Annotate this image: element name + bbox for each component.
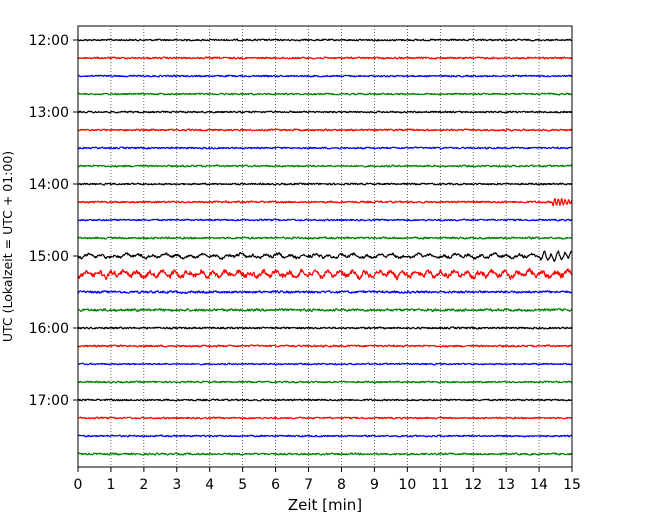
- trace-1430: [77, 218, 573, 222]
- x-tick-label: 13: [497, 477, 515, 493]
- trace-1615: [77, 344, 573, 348]
- trace-1345: [77, 164, 573, 168]
- y-tick-label: 17:00: [29, 393, 69, 409]
- y-tick-label: 14:00: [29, 177, 69, 193]
- trace-1515: [77, 267, 573, 281]
- y-tick-label: 16:00: [29, 321, 69, 337]
- trace-group: [77, 38, 573, 456]
- trace-1700: [77, 398, 573, 402]
- trace-1730: [77, 434, 573, 438]
- y-tick-label: 13:00: [29, 105, 69, 121]
- trace-1715: [77, 416, 573, 420]
- x-tick-label: 2: [139, 477, 148, 493]
- x-tick-label: 14: [530, 477, 548, 493]
- trace-1530: [77, 290, 573, 294]
- trace-1600: [77, 326, 573, 330]
- y-axis-label: UTC (Lokalzeit = UTC + 01:00): [0, 151, 15, 342]
- trace-1215: [77, 56, 573, 60]
- trace-1630: [77, 362, 573, 366]
- x-tick-label: 9: [370, 477, 379, 493]
- trace-1745: [77, 452, 573, 456]
- x-tick-label: 7: [304, 477, 313, 493]
- x-tick-label: 3: [172, 477, 181, 493]
- trace-1500: [77, 250, 573, 262]
- trace-1230: [77, 74, 573, 78]
- trace-1200: [77, 38, 573, 42]
- x-axis-ticks: 0 1 2 3 4 5 6 7 8 9 10 11 12 13 14 15: [74, 467, 581, 493]
- x-tick-label: 0: [74, 477, 83, 493]
- x-tick-label: 15: [563, 477, 581, 493]
- trace-1300: [77, 110, 573, 114]
- trace-1545: [77, 308, 573, 313]
- x-tick-label: 8: [337, 477, 346, 493]
- trace-1245: [77, 92, 573, 96]
- trace-1315: [77, 128, 573, 132]
- x-tick-label: 4: [205, 477, 214, 493]
- plot-frame: [77, 25, 573, 468]
- trace-1400: [77, 182, 573, 186]
- trace-1415: [77, 197, 573, 207]
- x-axis-label: Zeit [min]: [288, 496, 362, 514]
- x-tick-label: 12: [464, 477, 482, 493]
- y-axis-ticks: 12:00 13:00 14:00 15:00 16:00 17:00: [29, 33, 78, 409]
- x-tick-label: 6: [271, 477, 280, 493]
- trace-1445: [77, 236, 573, 240]
- x-tick-label: 5: [238, 477, 247, 493]
- y-tick-label: 12:00: [29, 33, 69, 49]
- trace-1645: [77, 380, 573, 384]
- x-tick-label: 10: [398, 477, 416, 493]
- x-tick-label: 1: [106, 477, 115, 493]
- y-tick-label: 15:00: [29, 249, 69, 265]
- trace-1330: [77, 146, 573, 150]
- x-tick-label: 11: [431, 477, 449, 493]
